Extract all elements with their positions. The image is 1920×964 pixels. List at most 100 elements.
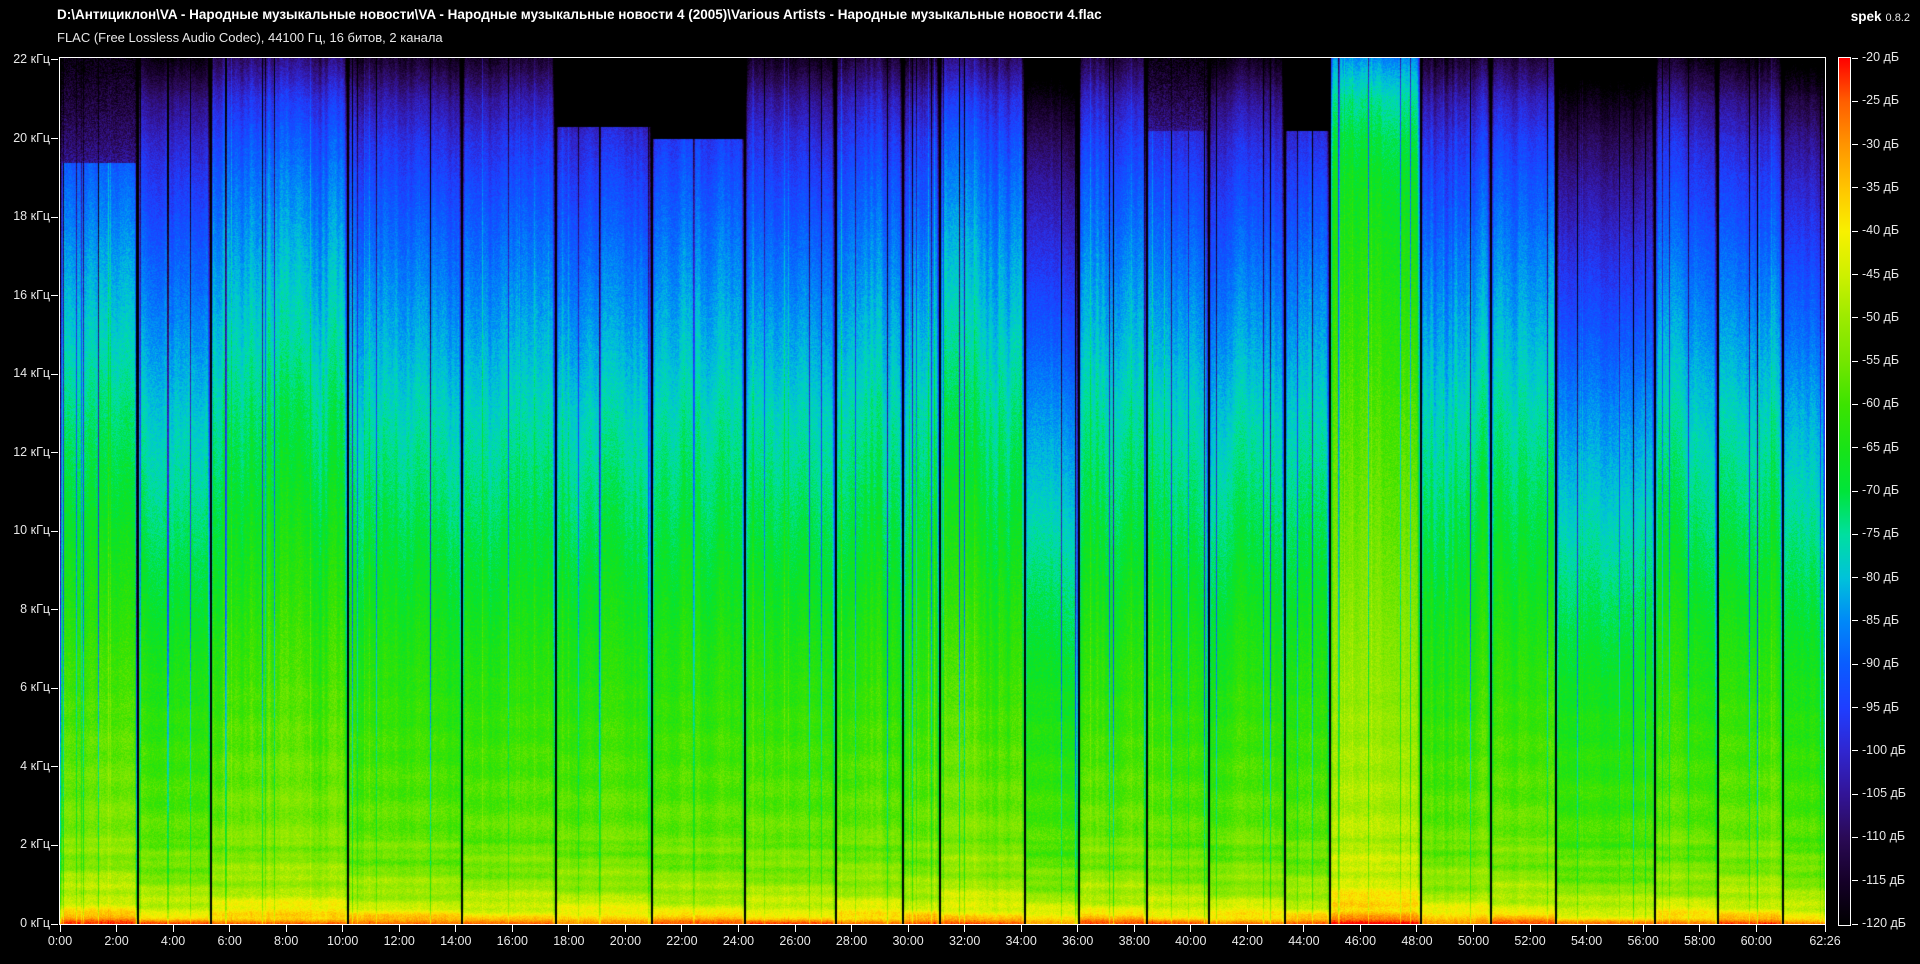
time-tick [1133, 925, 1135, 932]
db-tick-label: -90 дБ [1862, 656, 1900, 671]
db-tick-label: -30 дБ [1862, 136, 1900, 151]
time-tick [1586, 925, 1588, 932]
time-tick-label: 30:00 [892, 934, 924, 948]
db-tick [1852, 317, 1858, 319]
spectrogram-canvas [60, 58, 1825, 924]
time-tick [624, 925, 626, 932]
db-tick [1852, 707, 1858, 708]
time-tick-label: 44:00 [1288, 934, 1320, 948]
db-tick-label: -85 дБ [1862, 612, 1900, 627]
db-tick-label: -55 дБ [1862, 353, 1900, 368]
freq-tick [51, 687, 58, 689]
freq-tick [51, 216, 58, 218]
time-tick [229, 925, 231, 932]
time-tick [851, 925, 853, 932]
time-tick [172, 925, 174, 932]
time-tick-label: 32:00 [949, 934, 981, 948]
time-tick [737, 925, 739, 932]
db-tick [1852, 880, 1858, 882]
freq-tick-label: 16 кГц [13, 287, 50, 302]
db-tick-label: -45 дБ [1862, 266, 1900, 281]
time-tick [1529, 925, 1531, 932]
time-tick-label: 10:00 [327, 934, 359, 948]
db-tick-label: -50 дБ [1862, 309, 1900, 324]
time-tick-label: 22:00 [666, 934, 698, 948]
db-tick [1852, 447, 1858, 449]
time-tick-label: 6:00 [217, 934, 242, 948]
time-tick-label: 26:00 [779, 934, 811, 948]
db-tick [1852, 100, 1858, 102]
db-tick [1852, 274, 1858, 275]
freq-tick-label: 20 кГц [13, 130, 50, 145]
db-tick [1852, 230, 1858, 232]
time-tick [1824, 925, 1826, 932]
time-tick [1020, 925, 1022, 932]
db-tick [1852, 187, 1858, 189]
file-info-subtitle: FLAC (Free Lossless Audio Codec), 44100 … [57, 30, 443, 45]
time-tick-label: 36:00 [1062, 934, 1094, 948]
freq-tick-label: 22 кГц [13, 51, 50, 66]
time-tick [681, 925, 683, 932]
time-tick-label: 24:00 [722, 934, 755, 948]
freq-tick [51, 373, 58, 375]
time-tick [907, 925, 909, 932]
db-tick-label: -105 дБ [1862, 786, 1906, 801]
db-tick-label: -65 дБ [1862, 439, 1900, 454]
db-tick [1852, 577, 1858, 579]
db-tick-label: -115 дБ [1862, 872, 1906, 887]
time-tick-label: 42:00 [1231, 934, 1263, 948]
time-tick-label: 12:00 [383, 934, 415, 948]
freq-tick-label: 18 кГц [13, 209, 50, 224]
time-tick-label: 48:00 [1401, 934, 1433, 948]
time-tick [964, 925, 966, 932]
time-tick [59, 925, 61, 932]
app-brand: spek 0.8.2 [1851, 8, 1910, 26]
db-tick-label: -60 дБ [1862, 396, 1900, 411]
db-tick [1852, 490, 1858, 492]
time-tick-label: 52:00 [1514, 934, 1546, 948]
db-tick-label: -40 дБ [1862, 223, 1900, 238]
time-tick [568, 925, 570, 932]
db-tick-label: -110 дБ [1862, 829, 1906, 844]
db-tick-label: -75 дБ [1862, 526, 1900, 541]
db-tick-label: -95 дБ [1862, 699, 1900, 714]
freq-tick [51, 530, 58, 532]
time-tick [116, 925, 118, 932]
time-tick-label: 28:00 [835, 934, 868, 948]
time-tick-label: 14:00 [440, 934, 472, 948]
time-tick-label: 40:00 [1175, 934, 1207, 948]
db-tick [1852, 144, 1858, 146]
time-tick [342, 925, 344, 932]
time-tick [1755, 925, 1757, 932]
file-path-title: D:\Антициклон\VA - Народные музыкальные … [57, 7, 1102, 22]
time-tick-label: 46:00 [1344, 934, 1377, 948]
time-tick-label: 38:00 [1118, 934, 1150, 948]
time-tick-label: 50:00 [1457, 934, 1490, 948]
db-tick-label: -20 дБ [1862, 50, 1900, 64]
db-tick [1852, 923, 1858, 925]
freq-tick [51, 59, 58, 61]
app-name: spek [1850, 9, 1882, 24]
freq-tick [51, 295, 58, 297]
freq-tick [51, 923, 58, 925]
db-tick-label: -120 дБ [1862, 916, 1906, 930]
freq-tick-label: 14 кГц [13, 366, 50, 381]
db-tick [1852, 750, 1858, 752]
time-tick-label: 8:00 [273, 934, 299, 948]
db-tick-label: -25 дБ [1862, 93, 1900, 108]
db-tick [1852, 533, 1858, 535]
freq-tick [51, 844, 58, 846]
time-tick-label: 20:00 [609, 934, 642, 948]
db-tick-label: -35 дБ [1862, 179, 1900, 194]
db-tick [1852, 360, 1858, 362]
freq-tick-label: 8 кГц [20, 601, 50, 616]
time-tick [1359, 925, 1361, 932]
time-tick-label: 54:00 [1570, 934, 1603, 948]
db-tick-label: -70 дБ [1862, 483, 1900, 497]
time-tick-label: 60:00 [1740, 934, 1772, 948]
db-tick [1852, 793, 1858, 795]
db-tick [1852, 57, 1858, 59]
time-tick-label: 18:00 [553, 934, 585, 948]
db-colorbar [1838, 57, 1851, 926]
